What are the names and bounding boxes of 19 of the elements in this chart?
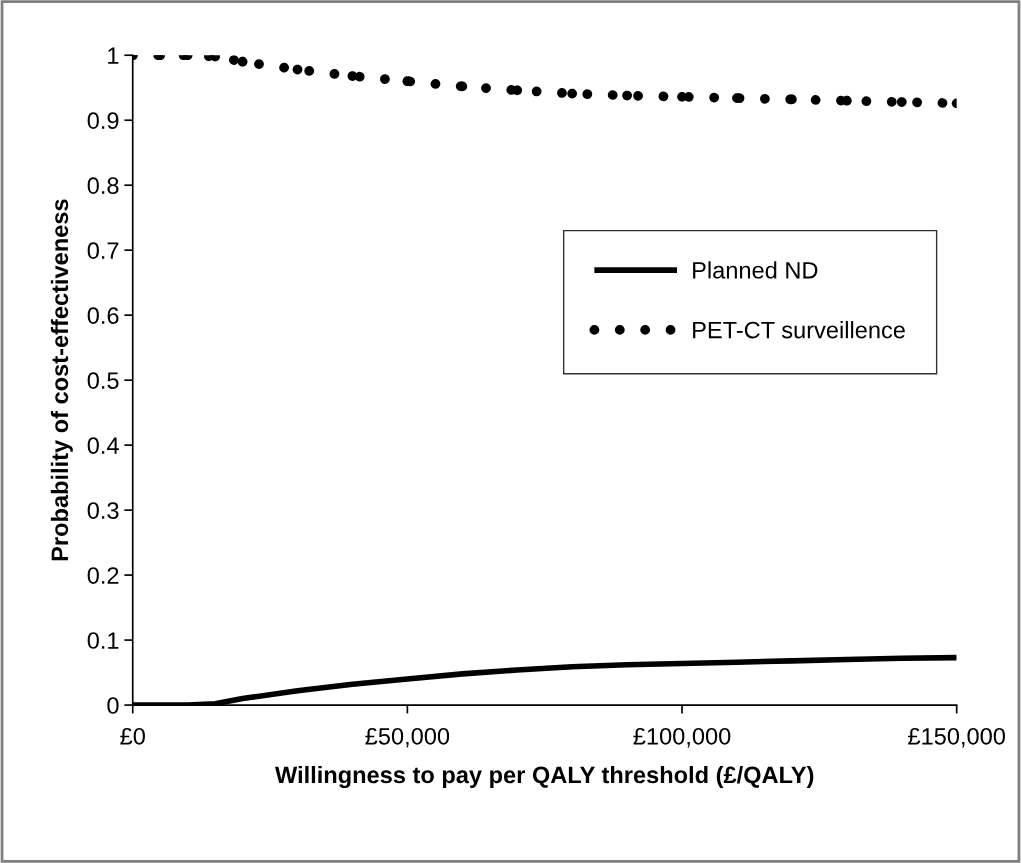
y-axis-title: Probability of cost-effectiveness — [50, 199, 73, 561]
y-tick-label: 0.7 — [87, 242, 119, 259]
y-tick-label: 0.1 — [87, 632, 119, 649]
y-tick-label: 0.3 — [87, 502, 119, 519]
legend-label: PET-CT surveillence — [693, 321, 905, 339]
y-tick-label: 0 — [107, 697, 119, 714]
x-tick-label: £100,000 — [633, 727, 731, 748]
legend-label: Planned ND — [693, 261, 818, 279]
y-tick-label: 0.2 — [87, 567, 119, 584]
x-tick-label: £0 — [120, 727, 145, 745]
x-tick-label: £150,000 — [908, 727, 1005, 748]
y-tick-label: 0.5 — [87, 372, 119, 389]
y-tick-label: 0.6 — [87, 307, 119, 324]
y-tick-label: 0.4 — [87, 437, 119, 454]
x-tick-label: £50,000 — [365, 727, 450, 748]
y-tick-label: 1 — [108, 47, 119, 64]
y-tick-label: 0.9 — [87, 112, 119, 129]
x-axis-title: Willingness to pay per QALY threshold (£/QALY) — [275, 765, 814, 789]
y-tick-label: 0.8 — [87, 177, 119, 194]
